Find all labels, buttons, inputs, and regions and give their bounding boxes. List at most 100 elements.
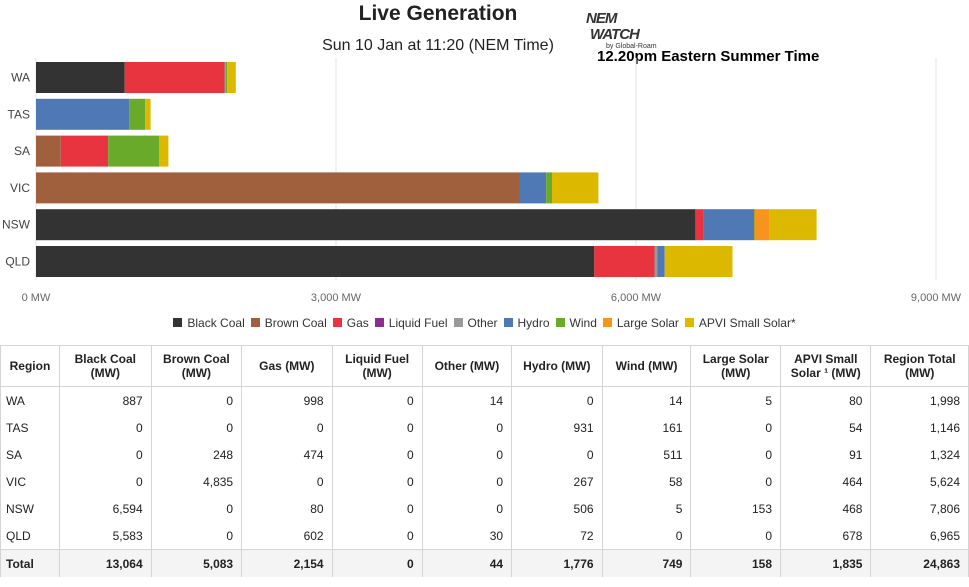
bar-segment[interactable] <box>552 172 599 204</box>
legend-item[interactable]: Large Solar <box>602 316 679 330</box>
table-cell: 30 <box>421 522 513 550</box>
bar-segment[interactable] <box>227 62 228 93</box>
table-cell: 267 <box>511 468 603 495</box>
table-cell: NSW <box>0 495 60 522</box>
legend-label: APVI Small Solar* <box>698 316 796 330</box>
table-header-cell[interactable]: Black Coal (MW) <box>58 345 152 387</box>
legend-item[interactable]: Brown Coal <box>250 316 327 330</box>
table-header-cell[interactable]: Large Solar (MW) <box>690 345 781 387</box>
bar-segment[interactable] <box>225 62 228 93</box>
table-header-cell[interactable]: Region <box>0 345 60 387</box>
legend-label: Wind <box>569 316 597 330</box>
bar-segment[interactable] <box>36 62 125 93</box>
bar-segment[interactable] <box>769 209 817 241</box>
legend-swatch <box>173 318 183 328</box>
table-cell: 0 <box>421 414 513 441</box>
bar-segment[interactable] <box>159 135 169 167</box>
legend-item[interactable]: Hydro <box>503 316 550 330</box>
bar-segment[interactable] <box>36 98 130 130</box>
legend-item[interactable]: Black Coal <box>173 316 245 330</box>
bar-segment[interactable] <box>754 209 770 241</box>
legend-label: Liquid Fuel <box>388 316 448 330</box>
table-cell: 0 <box>150 414 243 441</box>
legend-swatch <box>684 318 694 328</box>
bar-segment[interactable] <box>519 172 547 204</box>
legend-item[interactable]: Gas <box>332 316 369 330</box>
bar-segment[interactable] <box>654 246 658 277</box>
bar-segment[interactable] <box>36 172 520 204</box>
y-category-label: SA <box>14 144 30 158</box>
table-cell: 464 <box>779 468 872 495</box>
bar-segment[interactable] <box>695 209 704 241</box>
bar-segment[interactable] <box>594 246 655 277</box>
table-cell: 158 <box>690 549 781 577</box>
table-cell: 153 <box>690 495 781 522</box>
table-total-row: Total 13,064 5,083 2,154 0 44 1,776 749 158 1,835… <box>0 549 969 577</box>
legend-label: Hydro <box>517 316 550 330</box>
bar-segment[interactable] <box>227 62 236 93</box>
bar-segment[interactable] <box>145 98 151 130</box>
table-cell: 1,998 <box>870 386 969 414</box>
table-row: VIC 0 4,835 0 0 0 267 58 0 464 5,624 <box>0 468 969 495</box>
table-cell: QLD <box>0 522 60 550</box>
bar-segment[interactable] <box>664 246 733 277</box>
table-header-cell[interactable]: Region Total (MW) <box>870 345 969 387</box>
stacked-bar-chart: 0 MW 3,000 MW 6,000 MW 9,000 MW WA TAS SA VIC NS… <box>2 58 962 304</box>
table-cell: 468 <box>779 495 872 522</box>
table-cell: 0 <box>331 495 423 522</box>
table-header-cell[interactable]: Wind (MW) <box>601 345 692 387</box>
legend-item[interactable]: Other <box>453 316 498 330</box>
nem-watch-logo: NEM WATCH by Global-Roam <box>584 6 674 54</box>
table-cell: 0 <box>421 441 513 468</box>
legend-item[interactable]: APVI Small Solar* <box>684 316 796 330</box>
table-header-cell[interactable]: APVI Small Solar ¹ (MW) <box>779 345 872 387</box>
legend-swatch <box>503 318 513 328</box>
legend-item[interactable]: Liquid Fuel <box>374 316 448 330</box>
table-cell: 506 <box>511 495 603 522</box>
legend-label: Gas <box>346 316 369 330</box>
table-cell: 998 <box>241 386 333 414</box>
bar-segment[interactable] <box>224 62 226 93</box>
table-cell: 58 <box>601 468 692 495</box>
logo-text-nem: NEM <box>586 10 617 27</box>
bar-segment[interactable] <box>36 209 696 241</box>
bar-segment[interactable] <box>657 246 665 277</box>
table-cell: 0 <box>58 414 152 441</box>
table-cell: 72 <box>511 522 603 550</box>
x-tick-label: 3,000 MW <box>311 292 362 304</box>
legend-label: Black Coal <box>187 316 245 330</box>
bar-segment[interactable] <box>60 135 109 167</box>
table-cell: 4,835 <box>150 468 243 495</box>
chart-legend: Black Coal Brown Coal Gas Liquid Fuel Other H… <box>0 316 969 330</box>
bar-segment[interactable] <box>124 62 225 93</box>
logo-text-watch: WATCH <box>590 26 640 43</box>
generation-table: Region Black Coal (MW) Brown Coal (MW) Gas … <box>0 345 969 577</box>
bar-segment[interactable] <box>129 98 146 130</box>
table-row: TAS 0 0 0 0 0 931 161 0 54 1,146 <box>0 414 969 441</box>
bar-segment[interactable] <box>754 209 755 241</box>
legend-swatch <box>602 318 612 328</box>
table-cell: 678 <box>779 522 872 550</box>
bar-segment[interactable] <box>703 209 754 241</box>
table-header-cell[interactable]: Gas (MW) <box>241 345 333 387</box>
table-header-cell[interactable]: Hydro (MW) <box>511 345 603 387</box>
legend-label: Other <box>467 316 498 330</box>
table-cell: 0 <box>150 495 243 522</box>
table-row: SA 0 248 474 0 0 0 511 0 91 1,324 <box>0 441 969 468</box>
table-row: QLD 5,583 0 602 0 30 72 0 0 678 6,965 <box>0 522 969 550</box>
table-cell: 14 <box>421 386 513 414</box>
bar-segment[interactable] <box>546 172 552 204</box>
bar-segment[interactable] <box>36 246 595 277</box>
table-cell: WA <box>0 386 60 414</box>
table-cell: 0 <box>690 414 781 441</box>
table-header-cell[interactable]: Other (MW) <box>421 345 513 387</box>
table-header-cell[interactable]: Liquid Fuel (MW) <box>331 345 423 387</box>
table-cell: 1,146 <box>870 414 969 441</box>
bar-segment[interactable] <box>36 135 61 167</box>
bar-segment[interactable] <box>108 135 160 167</box>
table-cell: 80 <box>241 495 333 522</box>
table-header-cell[interactable]: Brown Coal (MW) <box>150 345 243 387</box>
table-cell: 602 <box>241 522 333 550</box>
table-cell: 13,064 <box>58 549 152 577</box>
legend-item[interactable]: Wind <box>555 316 597 330</box>
